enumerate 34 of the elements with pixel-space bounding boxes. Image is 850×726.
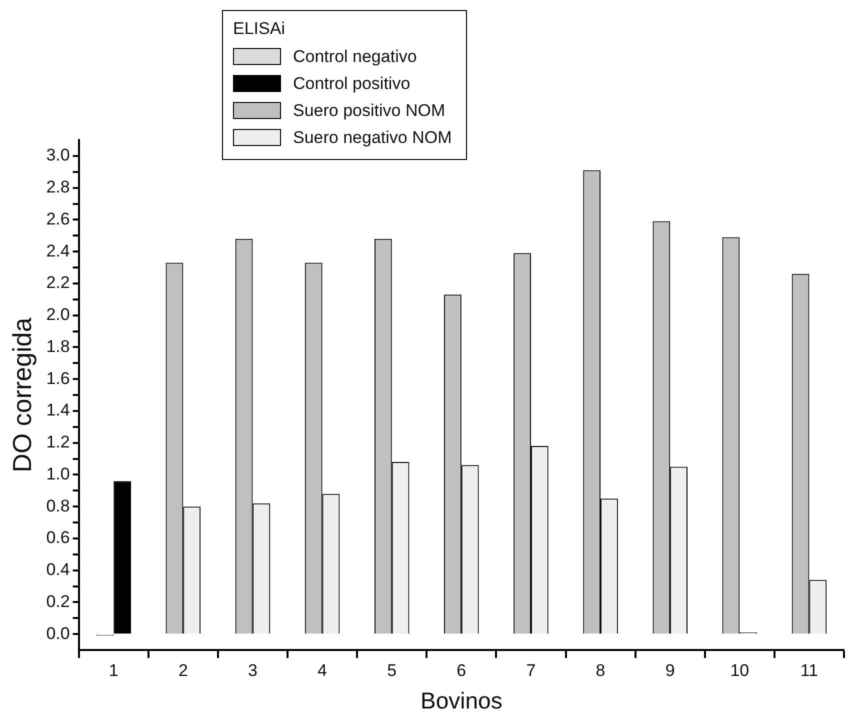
legend-label: Suero positivo NOM <box>293 100 446 120</box>
x-tick-label: 10 <box>730 660 750 680</box>
y-tick-label: 0.8 <box>46 496 70 516</box>
y-tick-label: 1.8 <box>46 336 70 356</box>
legend-title: ELISAi <box>233 19 286 39</box>
y-tick-label: 2.8 <box>46 178 70 196</box>
y-tick-label: 0.0 <box>46 624 70 643</box>
x-tick-label: 11 <box>800 660 818 680</box>
y-tick-label: 2.0 <box>46 305 70 324</box>
legend-label: Suero negativo NOM <box>293 128 452 148</box>
legend-label: Control positivo <box>293 74 410 94</box>
x-tick-label: 2 <box>178 660 188 680</box>
y-tick-label: 2.6 <box>46 209 70 228</box>
y-tick-label: 3.0 <box>46 146 70 165</box>
y-tick-label: 1.6 <box>46 368 70 388</box>
x-tick-label: 6 <box>456 660 466 680</box>
x-tick-label: 5 <box>387 660 397 680</box>
y-tick-label: 1.4 <box>46 400 70 420</box>
x-tick-label: 7 <box>526 660 536 680</box>
x-tick-label: 4 <box>318 660 328 680</box>
y-tick-label: 1.0 <box>46 464 70 484</box>
x-tick-label: 9 <box>665 660 675 680</box>
x-tick-label: 1 <box>108 660 118 680</box>
y-tick-label: 2.4 <box>46 241 70 260</box>
y-tick-label: 0.6 <box>46 528 70 548</box>
legend-label: Control negativo <box>293 46 417 66</box>
x-axis-title: Bovinos <box>420 688 502 714</box>
y-tick-label: 1.2 <box>46 432 70 452</box>
y-tick-label: 0.2 <box>46 592 70 611</box>
x-tick-label: 3 <box>248 660 258 680</box>
y-tick-label: 0.4 <box>46 560 70 579</box>
y-axis-title: DO corregida <box>6 317 37 472</box>
y-tick-label: 2.2 <box>46 273 70 292</box>
x-tick-label: 8 <box>596 660 606 680</box>
